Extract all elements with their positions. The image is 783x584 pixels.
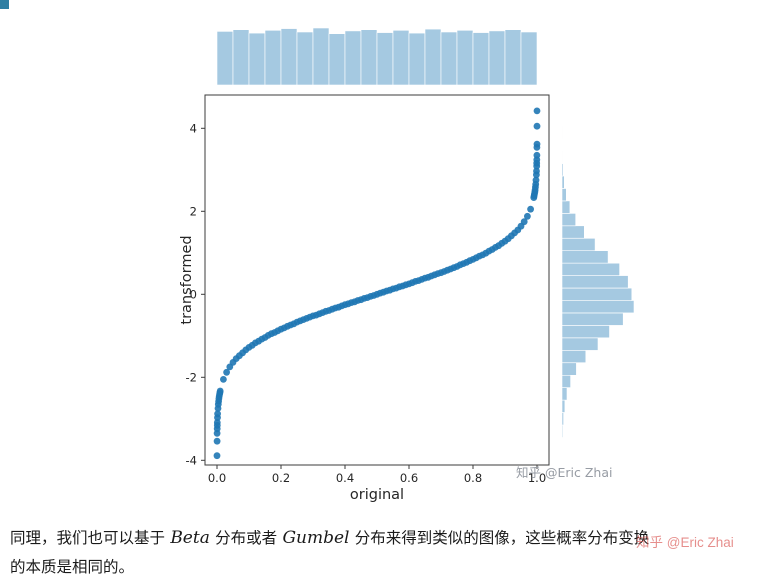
top-hist-bar xyxy=(408,32,426,86)
right-hist-bar xyxy=(561,213,576,227)
top-hist-bar xyxy=(312,27,330,86)
right-hist-bar xyxy=(561,275,629,289)
scatter-point xyxy=(520,218,528,226)
x-tick-label: 0.8 xyxy=(464,471,482,485)
right-hist-bar xyxy=(561,399,566,413)
right-marginal-histogram xyxy=(561,113,635,463)
scatter-point xyxy=(527,205,534,213)
right-hist-bar xyxy=(561,250,609,264)
right-hist-bar xyxy=(561,175,565,189)
top-hist-bar xyxy=(520,31,538,86)
caption-line-2: 的本质是相同的。 xyxy=(10,559,135,576)
right-hist-bar xyxy=(561,262,620,276)
top-hist-bar xyxy=(488,30,506,86)
top-hist-bar xyxy=(232,29,250,86)
math-gumbel: Gumbel xyxy=(282,528,350,548)
caption: 同理，我们也可以基于 Beta 分布或者 Gumbel 分布来得到类似的图像，这… xyxy=(10,524,776,582)
x-tick-label: 0.6 xyxy=(400,471,418,485)
scatter-point xyxy=(220,376,227,383)
right-hist-bar xyxy=(561,312,624,326)
jointplot-figure: 0.0 0.2 0.4 0.6 0.8 1.0 -4 -2 0 2 4 original transfo… xyxy=(179,27,635,503)
right-hist-bar xyxy=(561,374,571,388)
caption-text: 同理，我们也可以基于 xyxy=(10,530,170,547)
x-tick-label: 1.0 xyxy=(528,471,546,485)
x-tick-label: 0.2 xyxy=(272,471,290,485)
x-axis-label: original xyxy=(350,487,404,503)
right-hist-bar xyxy=(561,325,610,339)
caption-line-1: 同理，我们也可以基于 Beta 分布或者 Gumbel 分布来得到类似的图像，这… xyxy=(10,524,776,553)
right-hist-bar xyxy=(561,337,599,351)
right-hist-bar xyxy=(561,300,635,314)
right-hist-bar xyxy=(561,437,563,451)
right-hist-bar xyxy=(561,412,564,426)
right-hist-bar xyxy=(561,424,564,438)
right-hist-bar xyxy=(561,362,577,376)
top-hist-bar xyxy=(456,29,474,86)
scatter-point xyxy=(213,419,221,426)
scatter-point xyxy=(214,410,222,418)
top-hist-bar xyxy=(472,32,490,86)
top-hist-bar xyxy=(504,29,522,86)
scatter-point xyxy=(524,212,531,220)
y-tick-label: -4 xyxy=(186,453,197,467)
scatter-point xyxy=(533,151,541,159)
scatter-point xyxy=(533,167,540,175)
math-beta: Beta xyxy=(170,528,210,548)
y-tick-label: 2 xyxy=(190,204,197,218)
scatter-points xyxy=(213,107,541,460)
right-hist-bar xyxy=(561,349,587,363)
right-hist-bar xyxy=(561,287,633,301)
x-tick-label: 0.4 xyxy=(336,471,354,485)
scatter-point xyxy=(532,176,540,184)
plot-watermark: 知乎 @Eric Zhai xyxy=(516,465,612,480)
right-hist-bar xyxy=(561,387,568,401)
scatter-point xyxy=(533,122,541,130)
top-hist-bar xyxy=(392,29,410,86)
top-hist-bar xyxy=(216,31,234,86)
scatter-point xyxy=(533,107,541,115)
top-hist-bar xyxy=(296,31,314,86)
top-hist-bar xyxy=(360,29,378,86)
scatter-point xyxy=(223,368,231,376)
top-hist-bar xyxy=(376,32,394,86)
y-tick-label: 4 xyxy=(190,121,197,135)
y-tick-label: 0 xyxy=(190,287,197,301)
right-hist-bar xyxy=(561,188,567,202)
top-hist-bar xyxy=(344,30,362,86)
top-hist-bar xyxy=(280,28,298,86)
top-hist-bar xyxy=(248,32,266,86)
top-marginal-histogram xyxy=(216,27,538,86)
right-hist-bar xyxy=(561,238,596,252)
y-tick-label: -2 xyxy=(186,370,197,384)
right-hist-bar xyxy=(561,150,563,164)
x-axis-ticks: 0.0 0.2 0.4 0.6 0.8 1.0 xyxy=(208,465,546,485)
right-hist-bar xyxy=(561,225,585,239)
right-hist-bar xyxy=(561,200,571,214)
caption-text: 分布来得到类似的图像，这些概率分布变换 xyxy=(350,530,650,547)
top-hist-bar xyxy=(424,28,442,86)
scatter-point xyxy=(533,140,541,148)
y-axis-label: transformed xyxy=(179,235,195,324)
top-hist-bar xyxy=(328,33,346,86)
right-hist-bar xyxy=(561,163,564,177)
top-hist-bar xyxy=(264,29,282,86)
jointplot-canvas: 0.0 0.2 0.4 0.6 0.8 1.0 -4 -2 0 2 4 original transfo… xyxy=(179,27,635,503)
y-axis-ticks: -4 -2 0 2 4 xyxy=(186,121,205,467)
scatter-point xyxy=(213,437,221,445)
caption-text: 分布或者 xyxy=(210,530,282,547)
plot-axes-box xyxy=(204,94,550,466)
x-tick-label: 0.0 xyxy=(208,471,226,485)
top-hist-bar xyxy=(440,31,458,86)
scatter-point xyxy=(213,452,221,460)
scatter-point xyxy=(216,387,224,395)
corner-artifact-icon xyxy=(0,0,9,9)
